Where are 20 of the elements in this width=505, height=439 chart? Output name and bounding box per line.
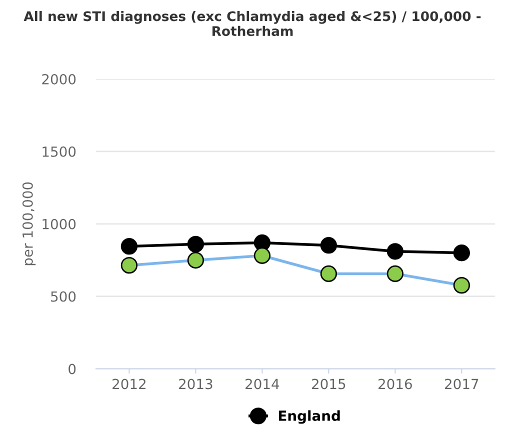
y-tick-label: 2000 [42, 74, 76, 84]
x-tick-label: 2015 [312, 378, 346, 390]
point [254, 234, 271, 252]
y-tick-label: 500 [51, 291, 76, 302]
y-tick-label: 1000 [42, 218, 76, 230]
x-tick-label: 2012 [112, 378, 146, 390]
y-tick-label: 0 [68, 364, 76, 374]
point [187, 236, 204, 253]
point [120, 238, 138, 255]
point [453, 244, 470, 262]
y-tick-label: 1500 [42, 146, 76, 157]
point [386, 243, 404, 260]
point [320, 236, 338, 254]
legend-label: England [278, 410, 340, 424]
x-tick-label: 2014 [246, 378, 280, 390]
x-tick-label: 2013 [179, 378, 212, 390]
x-tick-label: 2017 [445, 378, 478, 390]
y-axis-title: per 100,000 [22, 182, 36, 266]
chart-title: All new STI diagnoses (exc Chlamydia aged &<25) / 100,000 - Rotherham [24, 10, 481, 36]
x-tick-label: 2016 [378, 378, 412, 390]
